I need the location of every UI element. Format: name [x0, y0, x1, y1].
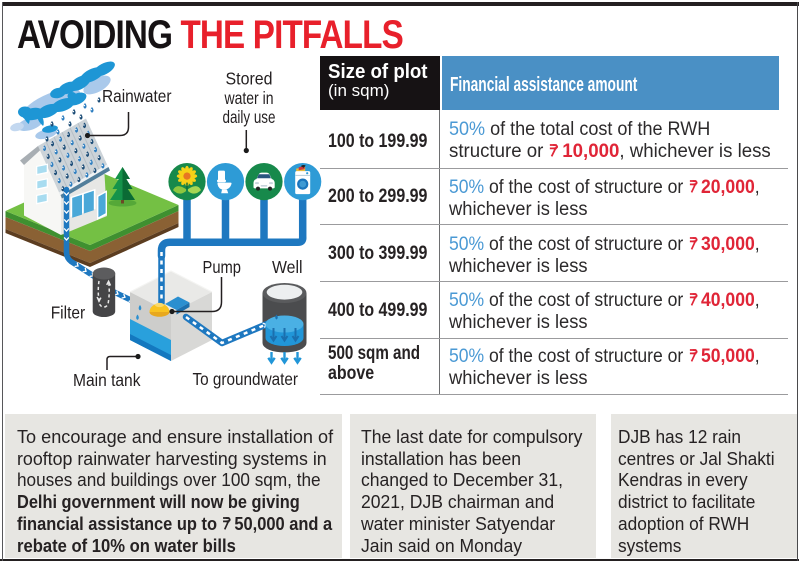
- svg-text:Rainwater: Rainwater: [102, 86, 172, 106]
- svg-text:Well: Well: [272, 257, 303, 277]
- svg-text:daily use: daily use: [223, 107, 276, 127]
- svg-text:Stored: Stored: [226, 69, 273, 89]
- svg-text:Pump: Pump: [203, 257, 242, 277]
- svg-text:water in: water in: [224, 88, 274, 108]
- svg-text:Filter: Filter: [51, 303, 86, 323]
- svg-text:Main tank: Main tank: [73, 370, 141, 390]
- svg-text:To groundwater: To groundwater: [193, 369, 299, 389]
